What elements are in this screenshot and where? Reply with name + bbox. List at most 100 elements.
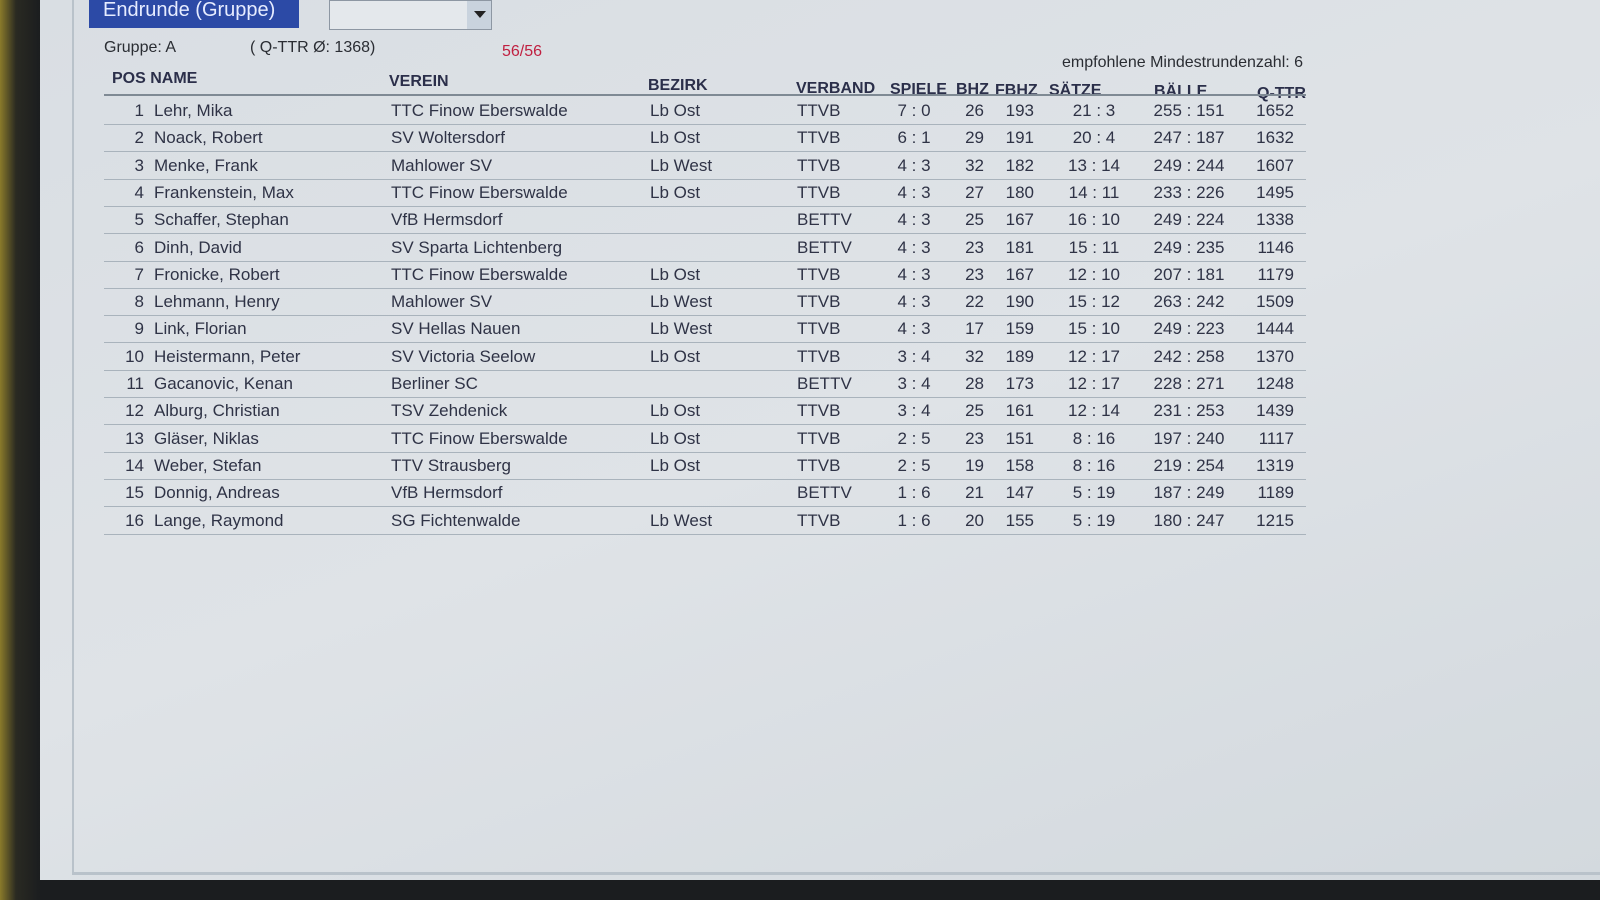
cell-spiele: 2 : 5: [897, 428, 931, 448]
cell-verband: TTVB: [797, 401, 841, 421]
table-row[interactable]: 16 Lange, Raymond SG Fichtenwalde Lb West TT…: [104, 507, 1306, 535]
cell-verein: SV Sparta Lichtenberg: [391, 237, 563, 257]
cell-verein: TTC Finow Eberswalde: [391, 264, 568, 284]
cell-verband: TTVB: [797, 128, 841, 148]
cell-verein: TSV Zehdenick: [391, 401, 508, 421]
cell-spiele: 7 : 0: [897, 101, 931, 120]
cell-baelle: 233 : 226: [1153, 182, 1225, 202]
cell-fbhz: 182: [1005, 155, 1034, 175]
cell-bezirk: Lb Ost: [650, 182, 701, 202]
cell-bhz: 28: [965, 374, 984, 393]
cell-bhz: 25: [965, 210, 984, 230]
cell-bhz: 32: [965, 346, 984, 366]
table-row[interactable]: 14 Weber, Stefan TTV Strausberg Lb Ost TTVB 2…: [104, 452, 1306, 480]
cell-verein: Berliner SC: [391, 374, 478, 393]
table-row[interactable]: 15 Donnig, Andreas VfB Hermsdorf BETTV 1 : 6…: [104, 479, 1306, 508]
cell-fbhz: 193: [1005, 101, 1034, 120]
cell-bezirk: Lb West: [650, 319, 713, 339]
table-row[interactable]: 5 Schaffer, Stephan VfB Hermsdorf BETTV 4 : …: [104, 206, 1306, 235]
cell-saetze: 16 : 10: [1068, 210, 1120, 230]
cell-verein: SV Woltersdorf: [391, 128, 506, 148]
cell-spiele: 4 : 3: [897, 264, 931, 284]
cell-name: Donnig, Andreas: [154, 483, 280, 503]
cell-qttr: 1215: [1256, 510, 1294, 530]
cell-baelle: 228 : 271: [1153, 374, 1225, 393]
cell-saetze: 12 : 17: [1068, 374, 1120, 393]
cell-qttr: 1179: [1257, 264, 1294, 284]
progress-count: 56/56: [502, 43, 543, 60]
cell-baelle: 249 : 235: [1153, 237, 1225, 257]
cell-qttr: 1117: [1258, 428, 1294, 448]
cell-verein: VfB Hermsdorf: [391, 483, 503, 503]
cell-qttr: 1495: [1256, 182, 1294, 202]
cell-spiele: 3 : 4: [897, 401, 931, 421]
cell-name: Schaffer, Stephan: [154, 210, 289, 230]
cell-fbhz: 191: [1005, 128, 1034, 148]
cell-verband: TTVB: [797, 155, 841, 175]
cell-pos: 16: [125, 510, 144, 530]
group-select[interactable]: [329, 0, 492, 30]
table-row[interactable]: 2 Noack, Robert SV Woltersdorf Lb Ost TTVB 6 …: [104, 124, 1306, 153]
cell-qttr: 1607: [1256, 155, 1294, 175]
cell-verband: TTVB: [797, 292, 841, 312]
cell-spiele: 4 : 3: [897, 237, 931, 257]
cell-pos: 7: [134, 264, 144, 284]
cell-bhz: 17: [965, 319, 984, 339]
cell-saetze: 13 : 14: [1068, 155, 1120, 175]
tab-endrunde-gruppe[interactable]: Endrunde (Gruppe): [89, 0, 299, 28]
header-qttr: Q-TTR: [1257, 85, 1306, 103]
cell-saetze: 14 : 11: [1068, 182, 1120, 202]
cell-bhz: 21: [965, 483, 984, 503]
cell-verein: SV Victoria Seelow: [391, 346, 536, 366]
table-row[interactable]: 11 Gacanovic, Kenan Berliner SC BETTV 3 : 4 2…: [104, 370, 1306, 398]
cell-fbhz: 190: [1005, 292, 1034, 312]
table-row[interactable]: 1 Lehr, Mika TTC Finow Eberswalde Lb Ost TTV…: [104, 97, 1306, 125]
table-row[interactable]: 13 Gläser, Niklas TTC Finow Eberswalde Lb O…: [104, 425, 1306, 453]
cell-fbhz: 167: [1005, 210, 1034, 230]
cell-fbhz: 147: [1005, 483, 1034, 503]
cell-fbhz: 181: [1005, 237, 1034, 257]
cell-bezirk: Lb Ost: [650, 401, 701, 421]
table-row[interactable]: 9 Link, Florian SV Hellas Nauen Lb West TTVB…: [104, 315, 1306, 344]
cell-verein: TTC Finow Eberswalde: [391, 182, 568, 202]
table-row[interactable]: 12 Alburg, Christian TSV Zehdenick Lb Ost TT…: [104, 397, 1306, 426]
cell-saetze: 5 : 19: [1072, 510, 1116, 530]
cell-fbhz: 159: [1005, 319, 1034, 339]
table-row[interactable]: 7 Fronicke, Robert TTC Finow Eberswalde Lb …: [104, 261, 1306, 289]
cell-saetze: 5 : 19: [1072, 483, 1116, 503]
cell-baelle: 187 : 249: [1153, 483, 1225, 503]
cell-pos: 1: [134, 101, 144, 120]
table-row[interactable]: 10 Heistermann, Peter SV Victoria Seelow Lb…: [104, 343, 1306, 371]
cell-name: Noack, Robert: [154, 128, 263, 148]
cell-bezirk: Lb Ost: [650, 101, 701, 120]
table-row[interactable]: 8 Lehmann, Henry Mahlower SV Lb West TTVB 4 :…: [104, 288, 1306, 317]
cell-bhz: 19: [965, 455, 984, 475]
cell-bezirk: Lb Ost: [650, 428, 701, 448]
cell-pos: 9: [134, 319, 144, 339]
header-pos-name: POS NAME: [112, 70, 198, 87]
table-row[interactable]: 4 Frankenstein, Max TTC Finow Eberswalde Lb…: [104, 179, 1306, 207]
cell-name: Dinh, David: [154, 237, 242, 257]
group-label: Gruppe: A: [104, 39, 177, 56]
cell-verband: BETTV: [797, 374, 852, 393]
header-spiele: SPIELE: [890, 81, 947, 98]
cell-spiele: 6 : 1: [897, 128, 931, 148]
cell-qttr: 1439: [1256, 401, 1294, 421]
cell-qttr: 1319: [1256, 455, 1294, 475]
cell-bhz: 20: [965, 510, 984, 530]
cell-pos: 12: [125, 401, 144, 421]
cell-verein: TTC Finow Eberswalde: [391, 428, 568, 448]
cell-bhz: 23: [965, 264, 984, 284]
cell-name: Gläser, Niklas: [154, 428, 259, 448]
table-row[interactable]: 6 Dinh, David SV Sparta Lichtenberg BETTV 4 …: [104, 234, 1306, 262]
cell-verband: TTVB: [797, 101, 841, 120]
cell-bhz: 26: [965, 101, 984, 120]
cell-verband: BETTV: [797, 483, 852, 503]
chevron-down-icon[interactable]: [467, 1, 491, 29]
cell-baelle: 249 : 244: [1153, 155, 1225, 175]
table-row[interactable]: 3 Menke, Frank Mahlower SV Lb West TTVB 4 : 3…: [104, 152, 1306, 180]
min-rounds: empfohlene Mindestrundenzahl: 6: [1062, 54, 1304, 71]
cell-fbhz: 167: [1005, 264, 1034, 284]
cell-bezirk: Lb Ost: [650, 346, 701, 366]
cell-pos: 4: [134, 182, 144, 202]
